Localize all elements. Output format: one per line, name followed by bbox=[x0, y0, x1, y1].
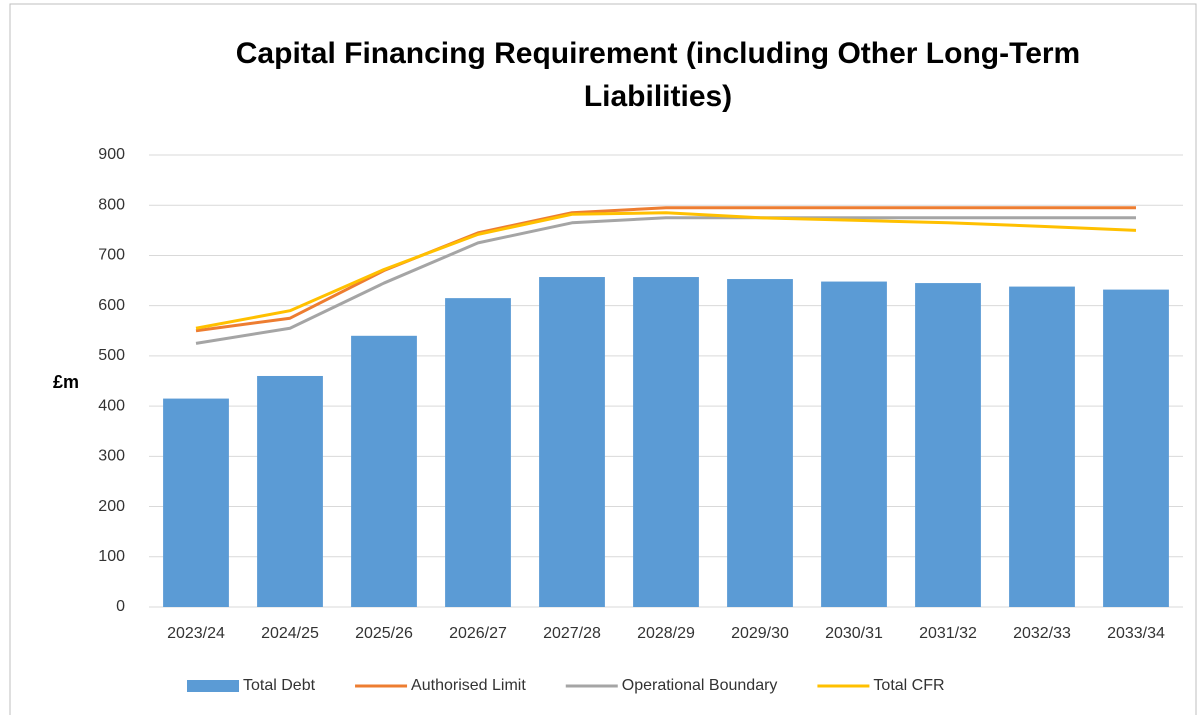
y-tick-label: 400 bbox=[98, 397, 125, 414]
legend-swatch bbox=[187, 680, 239, 692]
line bbox=[195, 216, 1136, 345]
bar bbox=[445, 298, 511, 607]
y-tick-label: 300 bbox=[98, 448, 125, 465]
x-tick-label: 2030/31 bbox=[825, 625, 883, 642]
bar bbox=[163, 398, 229, 607]
x-tick-label: 2023/24 bbox=[167, 625, 225, 642]
bar bbox=[633, 277, 699, 607]
bar bbox=[351, 335, 417, 607]
legend-label: Total Debt bbox=[243, 677, 316, 694]
legend-label: Authorised Limit bbox=[411, 677, 526, 694]
y-tick-label: 900 bbox=[98, 146, 125, 163]
bar bbox=[1009, 286, 1075, 607]
x-tick-label: 2027/28 bbox=[543, 625, 601, 642]
y-tick-label: 800 bbox=[98, 196, 125, 213]
y-tick-label: 700 bbox=[98, 247, 125, 264]
x-tick-label: 2029/30 bbox=[731, 625, 789, 642]
legend-label: Total CFR bbox=[873, 677, 944, 694]
bar bbox=[257, 375, 323, 607]
chart-title: Capital Financing Requirement (including… bbox=[235, 37, 1081, 113]
x-tick-label: 2024/25 bbox=[261, 625, 319, 642]
bar bbox=[1103, 289, 1169, 607]
y-tick-label: 200 bbox=[98, 498, 125, 515]
legend-label: Operational Boundary bbox=[622, 677, 778, 694]
x-tick-label: 2025/26 bbox=[355, 625, 413, 642]
x-tick-label: 2031/32 bbox=[919, 625, 977, 642]
x-tick-label: 2033/34 bbox=[1107, 625, 1165, 642]
bar bbox=[915, 283, 981, 607]
bar bbox=[539, 277, 605, 607]
x-tick-label: 2026/27 bbox=[449, 625, 507, 642]
x-tick-label: 2032/33 bbox=[1013, 625, 1071, 642]
chart-border bbox=[9, 3, 1197, 715]
line bbox=[195, 211, 1137, 330]
x-tick-label: 2028/29 bbox=[637, 625, 695, 642]
y-axis-label: £m bbox=[53, 372, 79, 392]
y-tick-label: 500 bbox=[98, 347, 125, 364]
bar bbox=[821, 281, 887, 607]
y-tick-label: 100 bbox=[98, 548, 125, 565]
y-tick-label: 600 bbox=[98, 297, 125, 314]
line bbox=[195, 206, 1136, 333]
bar bbox=[727, 279, 793, 607]
y-tick-label: 0 bbox=[116, 598, 125, 615]
